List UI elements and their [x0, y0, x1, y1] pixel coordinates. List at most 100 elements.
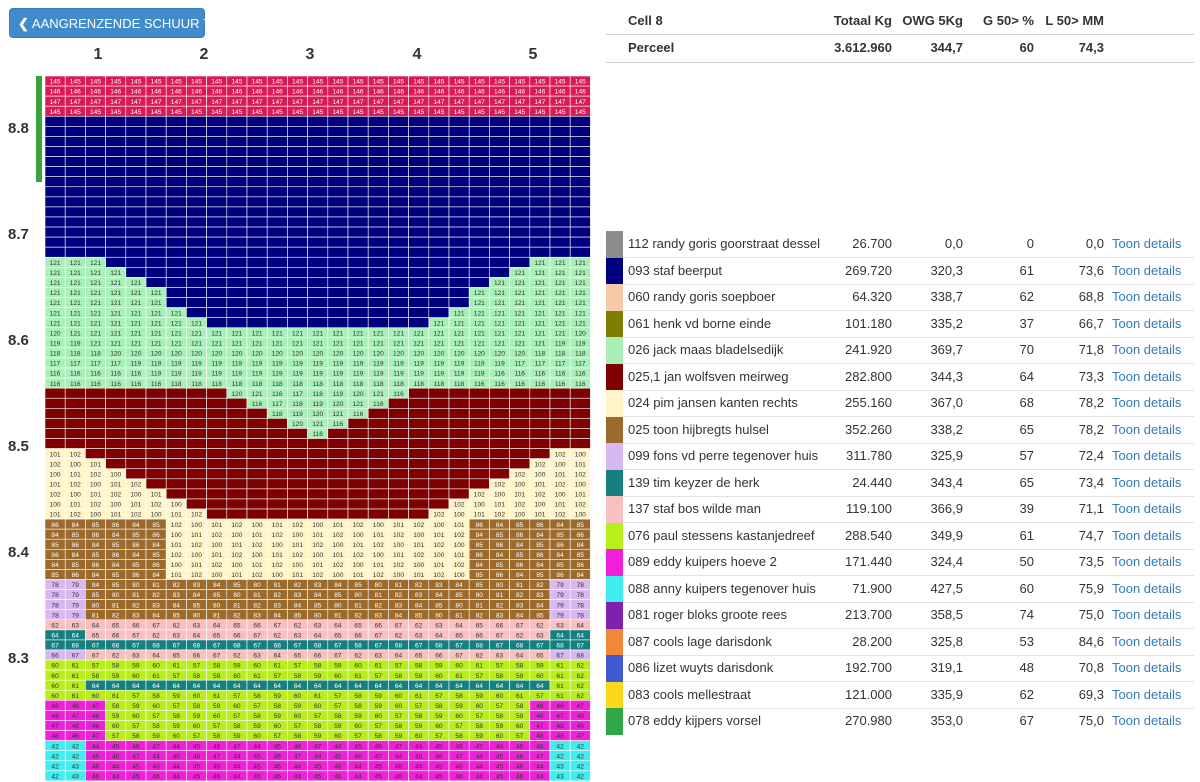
grid-cell[interactable] — [186, 206, 207, 218]
grid-cell[interactable] — [468, 136, 490, 147]
grid-cell[interactable] — [509, 397, 531, 409]
grid-cell[interactable] — [489, 256, 510, 268]
grid-cell[interactable] — [186, 136, 207, 147]
grid-cell[interactable] — [529, 176, 551, 188]
grid-cell[interactable] — [206, 307, 228, 318]
grid-cell[interactable] — [246, 448, 268, 459]
grid-cell[interactable] — [549, 166, 571, 177]
grid-cell[interactable] — [428, 307, 450, 318]
grid-cell[interactable] — [489, 146, 510, 157]
grid-cell[interactable] — [246, 216, 268, 228]
grid-cell[interactable] — [226, 448, 248, 459]
grid-cell[interactable] — [327, 488, 349, 500]
grid-cell[interactable] — [327, 206, 349, 218]
toon-details-link[interactable]: Toon details — [1112, 527, 1182, 543]
grid-cell[interactable] — [428, 206, 450, 218]
grid-cell[interactable] — [165, 256, 187, 268]
grid-cell[interactable] — [327, 186, 349, 198]
grid-cell[interactable] — [367, 317, 389, 329]
grid-cell[interactable] — [206, 236, 228, 248]
grid-cell[interactable] — [388, 226, 409, 238]
grid-cell[interactable] — [246, 468, 268, 480]
grid-cell[interactable] — [388, 287, 409, 298]
grid-cell[interactable] — [307, 508, 329, 520]
grid-cell[interactable] — [347, 498, 369, 510]
grid-cell[interactable] — [327, 146, 349, 157]
grid-cell[interactable] — [489, 186, 510, 198]
grid-cell[interactable] — [347, 126, 369, 137]
grid-cell[interactable] — [206, 287, 228, 298]
grid-cell[interactable] — [165, 196, 187, 208]
grid-cell[interactable] — [468, 226, 490, 238]
grid-cell[interactable] — [186, 428, 207, 439]
grid-cell[interactable] — [428, 236, 450, 248]
grid-cell[interactable] — [307, 196, 329, 208]
grid-cell[interactable] — [226, 176, 248, 188]
grid-cell[interactable] — [448, 156, 470, 167]
grid-cell[interactable] — [165, 297, 187, 308]
grid-cell[interactable] — [206, 226, 228, 238]
grid-cell[interactable] — [347, 256, 369, 268]
grid-cell[interactable] — [549, 418, 571, 429]
grid-cell[interactable] — [448, 438, 470, 449]
grid-cell[interactable] — [307, 126, 329, 137]
grid-cell[interactable] — [509, 136, 531, 147]
grid-cell[interactable] — [226, 307, 248, 318]
grid-cell[interactable] — [165, 468, 187, 480]
grid-cell[interactable] — [509, 146, 531, 157]
grid-cell[interactable] — [206, 136, 228, 147]
grid-cell[interactable] — [509, 458, 531, 470]
grid-cell[interactable] — [125, 267, 147, 278]
grid-cell[interactable] — [165, 287, 187, 298]
grid-cell[interactable] — [226, 146, 248, 157]
grid-cell[interactable] — [145, 156, 167, 167]
grid-cell[interactable] — [489, 216, 510, 228]
grid-cell[interactable] — [468, 216, 490, 228]
grid-cell[interactable] — [408, 186, 430, 198]
grid-cell[interactable] — [347, 448, 369, 459]
grid-cell[interactable] — [105, 236, 127, 248]
grid-cell[interactable] — [367, 206, 389, 218]
grid-cell[interactable] — [367, 246, 389, 258]
grid-cell[interactable] — [125, 196, 147, 208]
grid-cell[interactable] — [327, 508, 349, 520]
grid-cell[interactable] — [186, 468, 207, 480]
grid-cell[interactable] — [206, 498, 228, 510]
grid-cell[interactable] — [468, 146, 490, 157]
toon-details-link[interactable]: Toon details — [1112, 395, 1182, 410]
grid-cell[interactable] — [327, 498, 349, 510]
grid-cell[interactable] — [206, 408, 228, 419]
grid-cell[interactable] — [347, 196, 369, 208]
grid-cell[interactable] — [246, 186, 268, 198]
grid-cell[interactable] — [266, 256, 288, 268]
grid-cell[interactable] — [347, 246, 369, 258]
grid-cell[interactable] — [266, 115, 288, 127]
grid-cell[interactable] — [206, 428, 228, 439]
grid-cell[interactable] — [165, 166, 187, 177]
grid-cell[interactable] — [165, 226, 187, 238]
grid-cell[interactable] — [509, 226, 531, 238]
grid-cell[interactable] — [226, 408, 248, 419]
grid-cell[interactable] — [529, 236, 551, 248]
grid-cell[interactable] — [64, 438, 86, 449]
grid-cell[interactable] — [347, 287, 369, 298]
grid-cell[interactable] — [327, 136, 349, 147]
grid-cell[interactable] — [145, 246, 167, 258]
grid-cell[interactable] — [246, 498, 268, 510]
grid-cell[interactable] — [186, 488, 207, 500]
grid-cell[interactable] — [428, 287, 450, 298]
grid-cell[interactable] — [64, 236, 86, 248]
grid-cell[interactable] — [408, 448, 430, 459]
grid-cell[interactable] — [125, 438, 147, 449]
grid-cell[interactable] — [246, 196, 268, 208]
grid-cell[interactable] — [307, 307, 329, 318]
grid-cell[interactable] — [206, 156, 228, 167]
grid-cell[interactable] — [266, 246, 288, 258]
toon-details-link[interactable]: Toon details — [1112, 421, 1182, 437]
grid-cell[interactable] — [125, 226, 147, 238]
grid-cell[interactable] — [45, 428, 66, 439]
grid-cell[interactable] — [307, 488, 329, 500]
grid-cell[interactable] — [509, 256, 531, 268]
grid-cell[interactable] — [408, 498, 430, 510]
grid-cell[interactable] — [125, 387, 147, 399]
